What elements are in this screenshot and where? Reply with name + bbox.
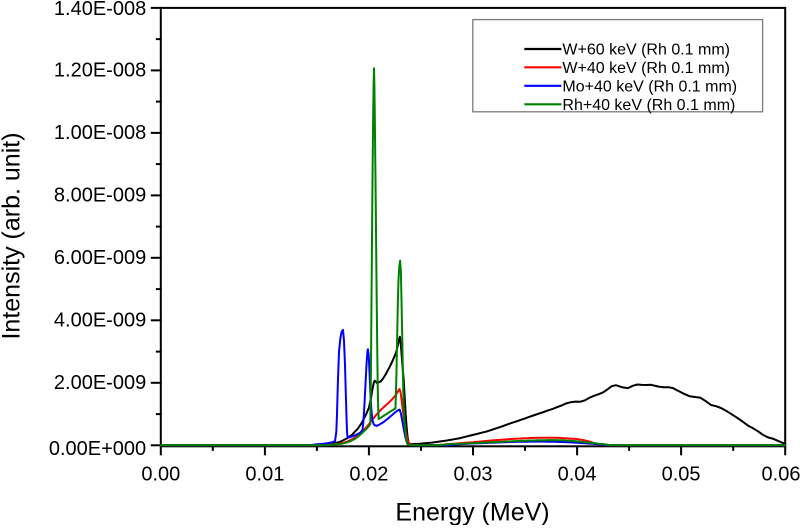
svg-text:0.03: 0.03 — [454, 464, 493, 486]
svg-text:1.20E-008: 1.20E-008 — [54, 60, 146, 82]
svg-text:0.04: 0.04 — [558, 464, 597, 486]
svg-text:0.05: 0.05 — [662, 464, 701, 486]
svg-text:0.06: 0.06 — [762, 464, 800, 486]
svg-text:Rh+40 keV (Rh 0.1 mm): Rh+40 keV (Rh 0.1 mm) — [562, 97, 735, 114]
svg-text:Intensity (arb. unit): Intensity (arb. unit) — [0, 132, 26, 339]
svg-text:0.01: 0.01 — [245, 464, 284, 486]
svg-text:4.00E-009: 4.00E-009 — [54, 310, 146, 332]
svg-text:1.40E-008: 1.40E-008 — [54, 0, 146, 20]
svg-text:6.00E-009: 6.00E-009 — [54, 247, 146, 269]
svg-text:0.00: 0.00 — [141, 464, 180, 486]
svg-text:1.00E-008: 1.00E-008 — [54, 122, 146, 144]
svg-text:2.00E-009: 2.00E-009 — [54, 372, 146, 394]
svg-text:8.00E-009: 8.00E-009 — [54, 185, 146, 207]
svg-text:Energy (MeV): Energy (MeV) — [395, 499, 549, 526]
svg-text:W+60 keV (Rh 0.1 mm): W+60 keV (Rh 0.1 mm) — [562, 42, 730, 59]
svg-text:0.02: 0.02 — [349, 464, 388, 486]
svg-text:W+40 keV (Rh 0.1 mm): W+40 keV (Rh 0.1 mm) — [562, 60, 730, 77]
svg-text:Mo+40 keV (Rh 0.1 mm): Mo+40 keV (Rh 0.1 mm) — [562, 78, 737, 95]
svg-text:0.00E+000: 0.00E+000 — [49, 438, 146, 460]
